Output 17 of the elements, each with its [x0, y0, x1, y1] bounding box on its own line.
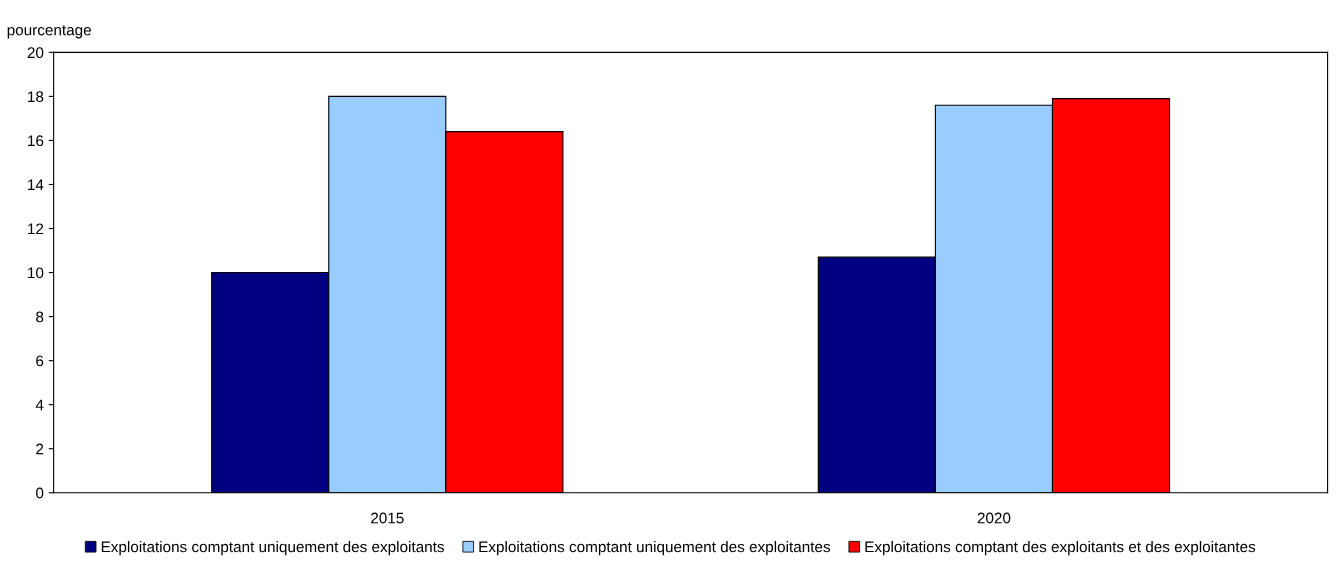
y-tick-label: 16: [28, 135, 44, 147]
y-tick-label: 6: [36, 355, 44, 367]
y-tick-label: 2: [36, 443, 44, 455]
legend-label: Exploitations comptant uniquement des exploitantes: [479, 541, 831, 556]
y-tick-label: 20: [27, 47, 44, 59]
legend-label: Exploitations comptant uniquement des exploitants: [101, 541, 445, 556]
legend-label: Exploitations comptant des exploitants et des exploitantes: [865, 541, 1256, 556]
y-tick-label: 18: [28, 91, 44, 103]
y-tick-label: 14: [28, 179, 44, 191]
y-tick-label: 4: [35, 399, 44, 411]
y-tick-label: 10: [28, 267, 44, 279]
x-tick-label: 2015: [371, 512, 404, 524]
y-tick-label: 0: [36, 487, 44, 499]
x-tick-label: 2020: [977, 512, 1011, 524]
y-tick-label: 12: [28, 223, 44, 235]
y-axis-title: pourcentage: [7, 25, 91, 39]
y-tick-label: 8: [36, 311, 44, 323]
